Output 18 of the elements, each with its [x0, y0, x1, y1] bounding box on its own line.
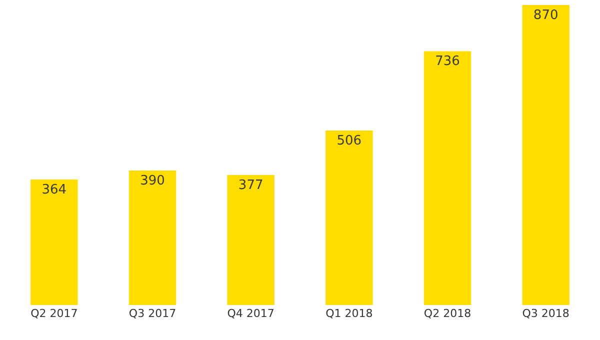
x-tick-label: Q2 2018 — [424, 307, 472, 320]
bar — [522, 5, 570, 305]
data-label: 377 — [238, 178, 264, 193]
data-label: 506 — [336, 134, 362, 149]
x-tick-label: Q2 2017 — [30, 307, 78, 320]
data-label: 390 — [140, 174, 165, 189]
x-tick-label: Q4 2017 — [227, 307, 274, 320]
x-tick-label: Q1 2018 — [326, 307, 373, 320]
bar — [227, 175, 274, 305]
data-label: 736 — [435, 54, 460, 70]
bar — [424, 51, 472, 305]
bar — [326, 130, 373, 305]
data-label: 870 — [533, 8, 558, 23]
bar — [128, 170, 176, 305]
bar — [30, 179, 78, 305]
x-tick-label: Q3 2017 — [128, 307, 176, 320]
x-tick-label: Q3 2018 — [522, 307, 570, 320]
data-label: 364 — [42, 182, 67, 198]
